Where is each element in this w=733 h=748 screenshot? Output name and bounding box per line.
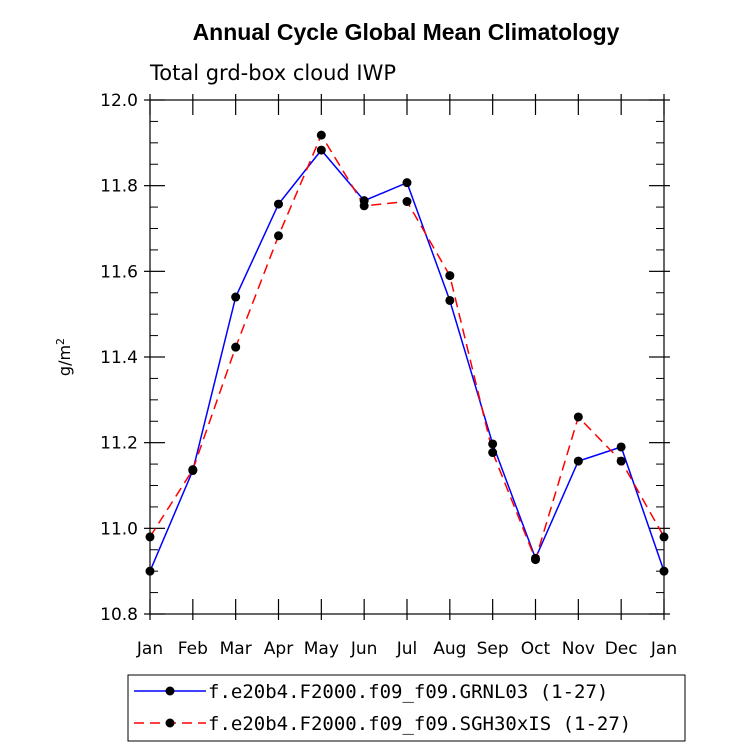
y-tick-label: 11.4	[100, 348, 138, 368]
series-1-point	[231, 292, 241, 302]
plot-frame	[149, 99, 665, 615]
x-tick-label: Oct	[521, 639, 551, 659]
legend: f.e20b4.F2000.f09_f09.GRNL03 (1-27) f.e20…	[127, 674, 686, 742]
x-tick-label: Mar	[220, 639, 252, 659]
y-axis-label-superscript: 2	[54, 338, 67, 345]
x-tick-label: Nov	[562, 639, 595, 659]
y-tick-label: 11.8	[100, 177, 138, 197]
x-tick-label: Jan	[650, 639, 677, 659]
series-2-point	[402, 197, 412, 207]
series-1-point	[616, 442, 626, 452]
chart-subtitle: Total grd-box cloud IWP	[149, 61, 396, 85]
y-axis-label-text: g/m	[55, 345, 74, 376]
y-tick-label: 11.2	[100, 434, 138, 454]
series-2-point	[274, 231, 283, 241]
series-2-point	[188, 465, 198, 475]
series-1-point	[145, 566, 155, 576]
series-1-point	[659, 566, 669, 576]
series-2-point	[445, 271, 455, 281]
series-2-point	[359, 201, 369, 211]
series-2-point	[659, 532, 669, 542]
series-2-point	[488, 448, 498, 458]
series-1-point	[488, 439, 498, 449]
y-tick-label: 11.0	[100, 519, 138, 539]
legend-box	[127, 674, 686, 742]
x-tick-label: Feb	[178, 639, 208, 659]
x-tick-label: Jun	[350, 639, 378, 659]
x-tick-label: Apr	[264, 639, 293, 659]
series-1-point	[402, 178, 412, 188]
y-tick-label: 12.0	[100, 91, 138, 111]
y-tick-label: 11.6	[100, 262, 138, 282]
y-tick-label: 10.8	[100, 605, 138, 625]
legend-label-1: f.e20b4.F2000.f09_f09.GRNL03 (1-27)	[208, 681, 608, 703]
chart-title: Annual Cycle Global Mean Climatology	[193, 19, 620, 45]
x-tick-label: May	[304, 639, 339, 659]
series-1-point	[316, 145, 326, 155]
x-tick-label: Aug	[433, 639, 466, 659]
series-2-point	[316, 130, 326, 140]
x-tick-label: Dec	[605, 639, 638, 659]
x-tick-label: Jul	[396, 639, 418, 659]
series-1-point	[274, 199, 283, 209]
x-tick-label: Jan	[136, 639, 163, 659]
x-tick-label: Sep	[477, 639, 509, 659]
series-line-1	[149, 148, 665, 572]
y-axis-label: g/m2	[54, 338, 75, 376]
series-2-point	[616, 456, 626, 466]
legend-marker-2	[165, 718, 175, 728]
series-2-point	[573, 412, 583, 422]
legend-label-2: f.e20b4.F2000.f09_f09.SGH30xIS (1-27)	[208, 713, 631, 735]
series-2-point	[231, 342, 241, 352]
series-2-point	[145, 532, 155, 542]
plot-area: 10.8 11.0 11.2 11.4 11.6 11.8 12.0 Jan Feb Mar Apr…	[100, 91, 677, 659]
series-2-point	[531, 555, 540, 565]
series-1-point	[573, 456, 583, 466]
legend-marker-1	[165, 686, 175, 696]
series-1-point	[445, 295, 455, 305]
